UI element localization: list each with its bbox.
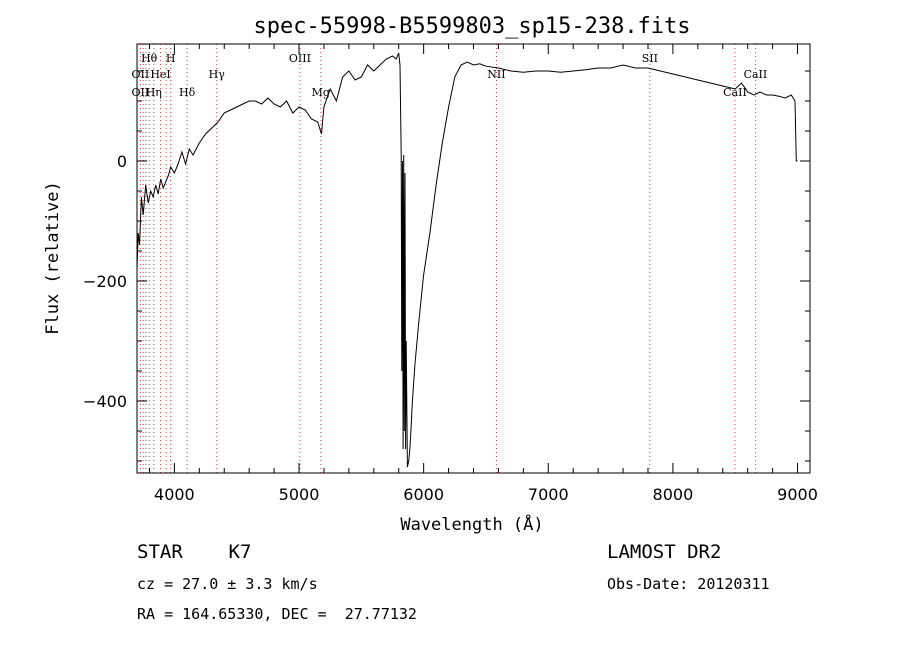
survey-name: LAMOST DR2 — [607, 541, 722, 563]
x-tick-label: 9000 — [777, 485, 818, 504]
line-label-3: SII — [642, 52, 658, 65]
object-class: STAR K7 — [137, 541, 252, 563]
line-label-5: HeI — [150, 68, 170, 81]
line-label-1: H — [166, 52, 176, 65]
line-label-10: Hη — [146, 86, 162, 99]
redshift-line: cz = 27.0 ± 3.3 km/s — [137, 575, 318, 593]
line-label-4: OII — [132, 68, 150, 81]
y-axis: −400 −200 0 — [83, 70, 810, 462]
line-label-2: OIII — [289, 52, 311, 65]
line-label-0: Hθ — [141, 52, 158, 65]
plot-frame — [136, 43, 811, 474]
chart-title: spec-55998-B5599803_sp15-238.fits — [253, 14, 690, 39]
spectrum-line — [136, 52, 798, 468]
x-tick-label: 8000 — [653, 485, 694, 504]
line-label-11: Hδ — [179, 86, 196, 99]
obs-date: Obs-Date: 20120311 — [607, 575, 770, 593]
x-tick-label: 5000 — [279, 485, 320, 504]
coordinates-line: RA = 164.65330, DEC = 27.77132 — [137, 605, 417, 623]
line-label-12: Mg — [312, 86, 330, 99]
x-tick-label: 6000 — [403, 485, 444, 504]
line-label-9: OII — [132, 86, 150, 99]
x-tick-label: 4000 — [154, 485, 195, 504]
y-tick-label: −400 — [83, 392, 127, 411]
line-label-13: CaII — [723, 86, 747, 99]
y-axis-label: Flux (relative) — [43, 181, 63, 335]
y-tick-label: 0 — [117, 152, 127, 171]
x-axis-label: Wavelength (Å) — [400, 513, 543, 535]
line-label-8: CaII — [744, 68, 768, 81]
line-label-7: NII — [487, 68, 505, 81]
y-tick-label: −200 — [83, 272, 127, 291]
x-axis: 4000 5000 6000 7000 8000 9000 — [148, 44, 818, 504]
x-tick-label: 7000 — [528, 485, 569, 504]
line-label-6: Hγ — [209, 68, 226, 81]
